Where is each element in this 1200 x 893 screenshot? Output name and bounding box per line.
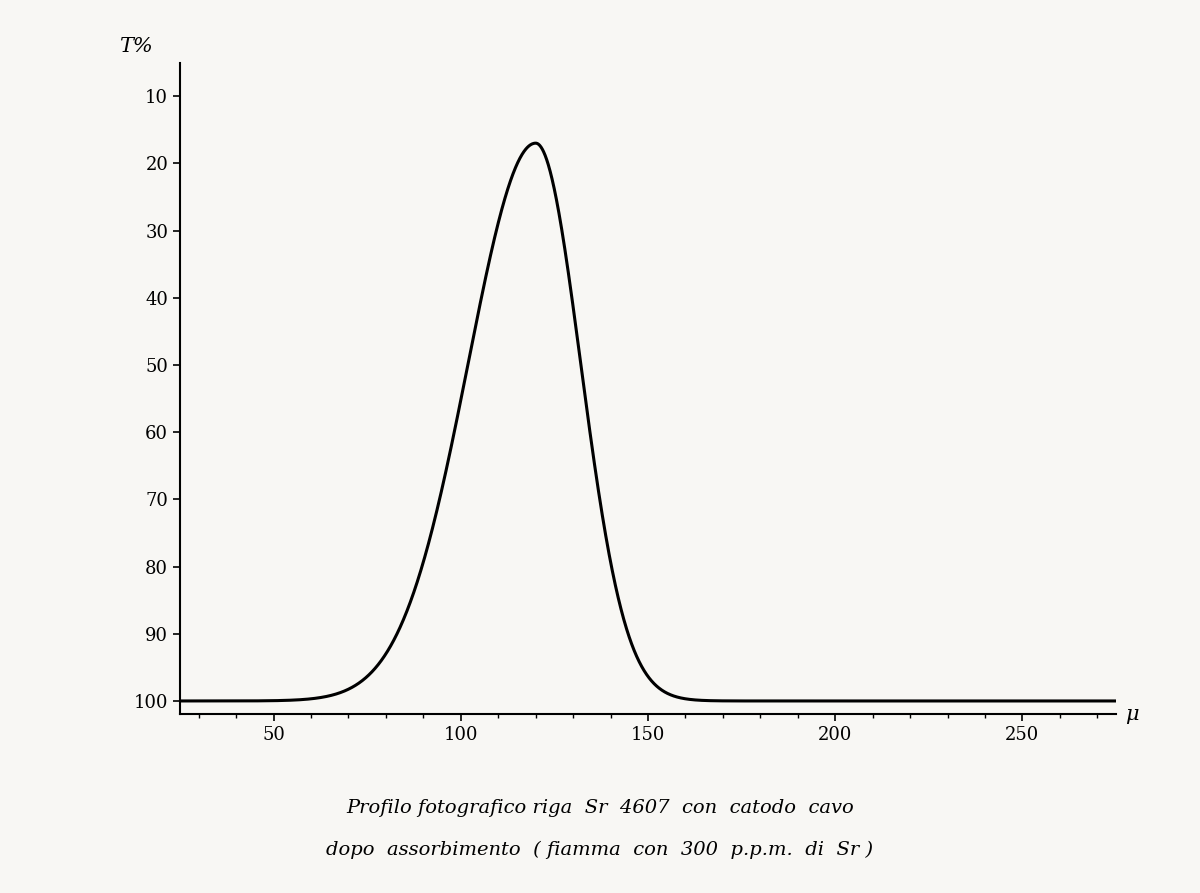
Text: μ: μ (1126, 705, 1139, 724)
Text: dopo  assorbimento  ( fiamma  con  300  p.p.m.  di  Sr ): dopo assorbimento ( fiamma con 300 p.p.m… (326, 841, 874, 859)
Text: T%: T% (119, 37, 152, 56)
Text: Profilo fotografico riga  Sr  4607  con  catodo  cavo: Profilo fotografico riga Sr 4607 con cat… (346, 799, 854, 817)
